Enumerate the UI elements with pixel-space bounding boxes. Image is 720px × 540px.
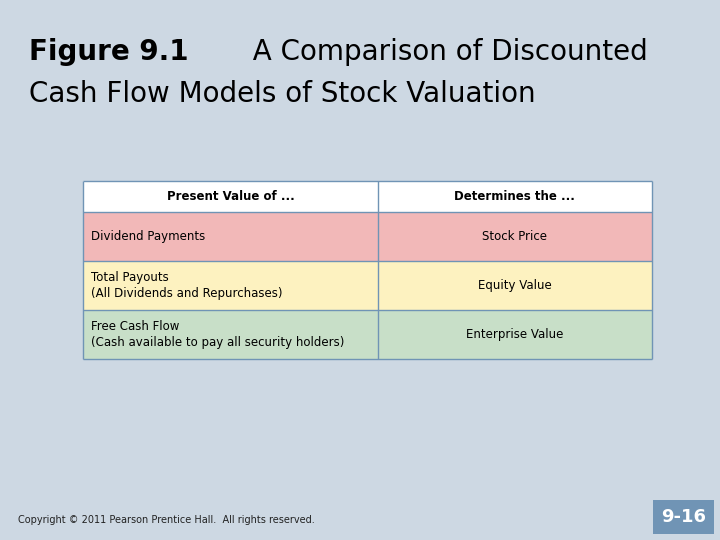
Text: 9-16: 9-16 (661, 508, 706, 526)
Bar (378, 212, 652, 261)
Text: Total Payouts
(All Dividends and Repurchases): Total Payouts (All Dividends and Repurch… (91, 271, 283, 300)
Text: Dividend Payments: Dividend Payments (91, 230, 206, 243)
Text: Equity Value: Equity Value (478, 279, 552, 292)
Bar (83, 212, 378, 261)
Bar (378, 261, 652, 310)
Text: Cash Flow Models of Stock Valuation: Cash Flow Models of Stock Valuation (29, 79, 536, 107)
Text: Copyright © 2011 Pearson Prentice Hall.  All rights reserved.: Copyright © 2011 Pearson Prentice Hall. … (18, 515, 315, 525)
Bar (378, 310, 652, 359)
Text: Present Value of ...: Present Value of ... (166, 190, 294, 203)
Text: Enterprise Value: Enterprise Value (466, 328, 564, 341)
Bar (83, 181, 652, 212)
Bar (83, 261, 378, 310)
Text: Free Cash Flow
(Cash available to pay all security holders): Free Cash Flow (Cash available to pay al… (91, 320, 345, 349)
Text: Determines the ...: Determines the ... (454, 190, 575, 203)
Bar (83, 310, 378, 359)
Bar (653, 500, 714, 534)
Text: Stock Price: Stock Price (482, 230, 547, 243)
Text: Figure 9.1: Figure 9.1 (29, 38, 189, 66)
Text: A Comparison of Discounted: A Comparison of Discounted (235, 38, 647, 66)
